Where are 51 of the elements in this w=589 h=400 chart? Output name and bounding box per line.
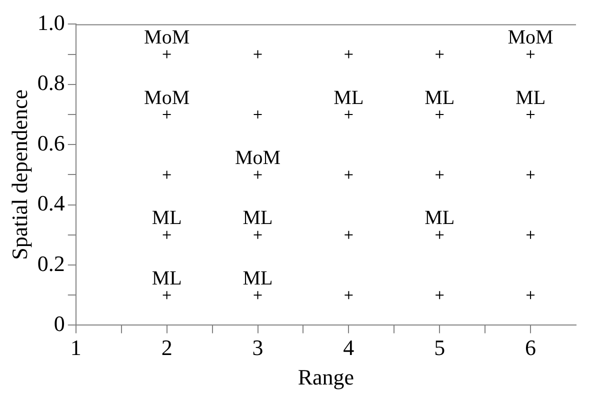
y-tick-label: 0 — [54, 310, 65, 336]
point — [526, 110, 536, 119]
annotation: MoM — [144, 86, 190, 109]
point — [344, 50, 354, 59]
point — [344, 170, 354, 180]
point — [344, 230, 354, 240]
annotation: ML — [152, 207, 182, 230]
point — [162, 110, 172, 119]
y-tick-label: 0.6 — [37, 130, 65, 156]
y-tick-label: 0.2 — [37, 250, 65, 276]
x-tick-label: 5 — [434, 335, 446, 360]
point — [526, 230, 536, 240]
annotation: MoM — [234, 146, 281, 169]
y-axis-title: Spatial dependence — [6, 89, 32, 260]
point — [253, 50, 262, 59]
annotation: ML — [516, 86, 546, 109]
annotation: ML — [242, 207, 273, 230]
point — [253, 230, 262, 240]
point — [253, 170, 262, 180]
point — [435, 170, 444, 180]
point — [435, 110, 444, 119]
point — [435, 230, 444, 240]
y-tick-label: 0.8 — [37, 70, 65, 96]
point — [435, 290, 444, 300]
x-tick-label: 4 — [343, 335, 354, 360]
annotation: ML — [152, 267, 182, 290]
x-axis-title: Range — [298, 364, 354, 390]
x-tick-label: 1 — [70, 335, 82, 360]
x-tick-label: 6 — [525, 335, 536, 360]
y-tick-label: 0.4 — [37, 190, 65, 216]
annotation: ML — [424, 86, 455, 109]
point — [162, 230, 172, 240]
point — [344, 290, 354, 300]
point — [526, 290, 536, 300]
point — [526, 170, 536, 180]
x-tick-label: 3 — [252, 335, 264, 360]
point — [253, 110, 262, 119]
point — [435, 50, 444, 59]
point — [162, 290, 172, 300]
annotation: ML — [334, 86, 364, 109]
point — [344, 110, 354, 119]
annotation: MoM — [508, 26, 554, 49]
x-tick-label: 2 — [161, 335, 172, 360]
y-tick-label: 1.0 — [37, 10, 65, 35]
point — [253, 290, 262, 300]
annotation: MoM — [144, 26, 190, 49]
point — [162, 170, 172, 180]
point — [162, 50, 172, 59]
annotation: ML — [242, 267, 273, 290]
annotation: ML — [424, 207, 455, 230]
point — [526, 50, 536, 59]
